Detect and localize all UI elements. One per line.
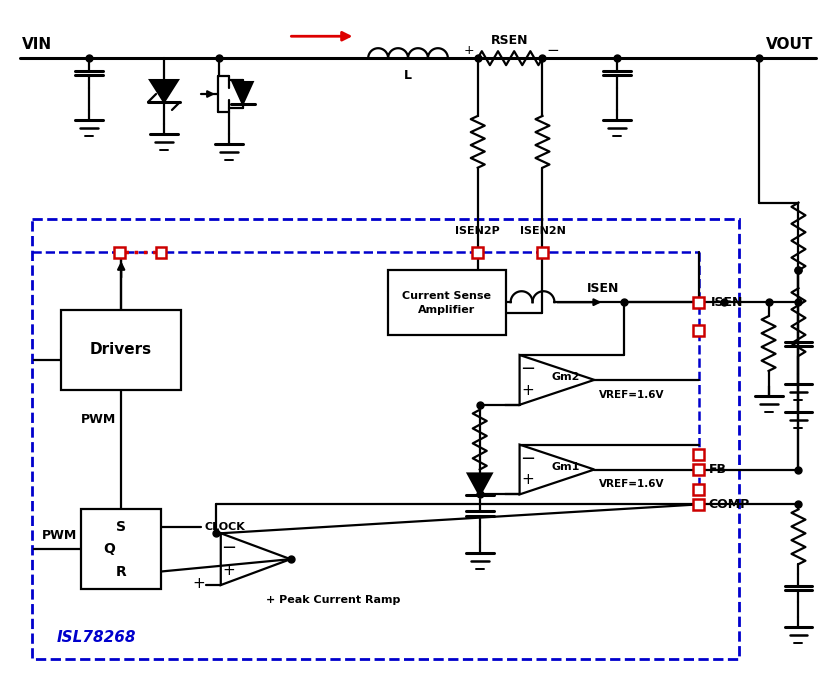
Bar bbox=[693, 324, 705, 336]
Text: ISEN: ISEN bbox=[711, 296, 743, 309]
Text: Current Sense: Current Sense bbox=[402, 291, 491, 301]
Text: −: − bbox=[546, 43, 559, 58]
Bar bbox=[693, 499, 705, 510]
Text: PWM: PWM bbox=[42, 528, 77, 542]
Text: ISEN2P: ISEN2P bbox=[456, 226, 500, 236]
Bar bbox=[537, 247, 548, 258]
Text: VIN: VIN bbox=[22, 37, 52, 52]
Bar bbox=[82, 510, 161, 589]
Text: Gm1: Gm1 bbox=[551, 461, 580, 472]
Text: Q: Q bbox=[103, 542, 115, 556]
Bar bbox=[388, 271, 506, 335]
Text: −: − bbox=[520, 361, 535, 378]
Bar bbox=[693, 296, 705, 308]
Bar bbox=[156, 247, 167, 258]
Text: +: + bbox=[521, 473, 534, 487]
Text: + Peak Current Ramp: + Peak Current Ramp bbox=[266, 595, 400, 605]
Text: −: − bbox=[222, 539, 237, 557]
Text: R: R bbox=[116, 565, 127, 579]
Bar bbox=[114, 247, 125, 258]
Polygon shape bbox=[468, 473, 491, 496]
Text: −: − bbox=[520, 450, 535, 468]
Polygon shape bbox=[150, 80, 178, 102]
Bar bbox=[693, 484, 705, 495]
Text: +: + bbox=[192, 575, 205, 591]
Text: RSEN: RSEN bbox=[491, 34, 528, 47]
Text: FB: FB bbox=[709, 463, 727, 476]
Text: +: + bbox=[222, 563, 235, 577]
Text: +: + bbox=[521, 383, 534, 398]
Bar bbox=[62, 310, 181, 390]
Text: Amplifier: Amplifier bbox=[418, 305, 476, 315]
Polygon shape bbox=[232, 82, 252, 104]
Text: Gm2: Gm2 bbox=[551, 372, 580, 382]
Text: ISEN: ISEN bbox=[587, 282, 620, 295]
Text: ISL78268: ISL78268 bbox=[57, 630, 136, 644]
Bar bbox=[693, 464, 705, 475]
Text: L: L bbox=[404, 69, 412, 82]
Text: VREF=1.6V: VREF=1.6V bbox=[599, 390, 665, 400]
Bar bbox=[693, 449, 705, 460]
Text: VOUT: VOUT bbox=[766, 37, 813, 52]
Text: COMP: COMP bbox=[709, 498, 750, 511]
Text: VREF=1.6V: VREF=1.6V bbox=[599, 480, 665, 489]
Text: Drivers: Drivers bbox=[90, 343, 152, 357]
Text: S: S bbox=[116, 520, 126, 534]
Text: CLOCK: CLOCK bbox=[205, 522, 246, 532]
Text: +: + bbox=[463, 44, 474, 57]
Text: PWM: PWM bbox=[81, 413, 116, 426]
Bar bbox=[472, 247, 483, 258]
Text: ISEN2N: ISEN2N bbox=[520, 226, 566, 236]
